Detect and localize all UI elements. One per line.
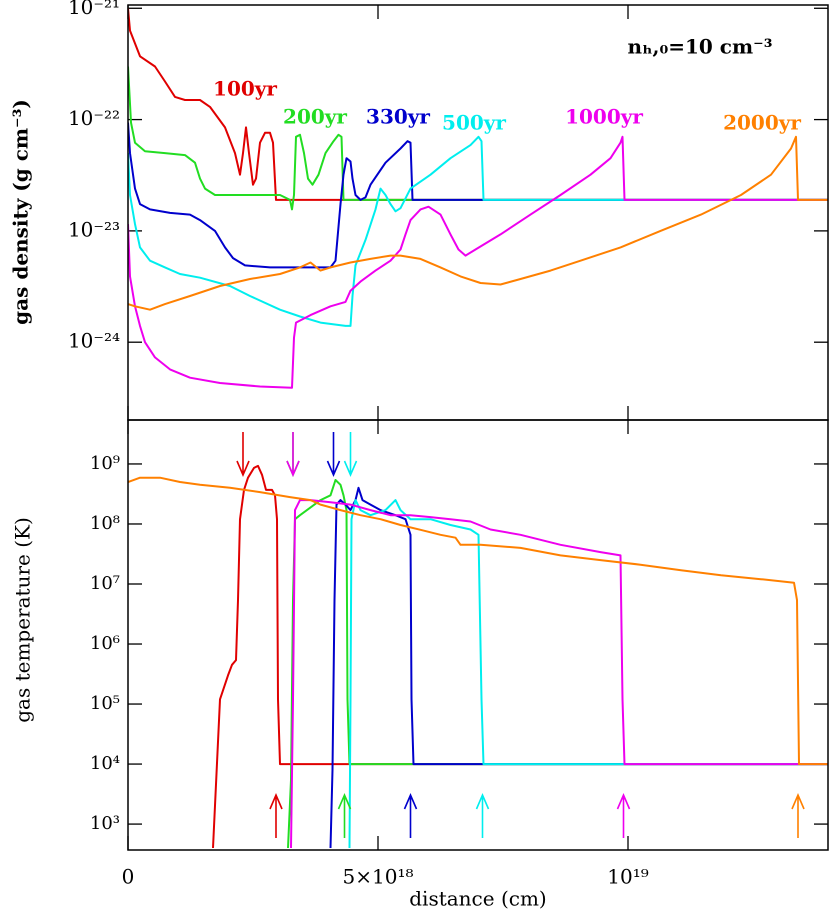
y-tick-label: 10⁶ (90, 633, 120, 654)
y-tick-label: 10⁵ (90, 693, 120, 714)
series-line (329, 486, 828, 849)
y-tick-label: 10⁷ (90, 573, 120, 594)
series-line (128, 476, 828, 766)
arrow (326, 432, 341, 478)
y-axis-label: gas temperature (K) (11, 517, 35, 723)
arrow (269, 792, 283, 838)
arrow (616, 792, 631, 838)
series-line (290, 499, 828, 849)
arrow (337, 792, 352, 838)
panel-frame (127, 419, 829, 851)
y-tick-label: 10⁻²¹ (68, 0, 120, 19)
y-tick-label: 10⁻²³ (68, 217, 120, 241)
legend-label: 100yr (213, 77, 277, 101)
series-line (128, 66, 828, 211)
panel-frame (127, 4, 829, 421)
series-line (287, 479, 828, 849)
arrow (236, 432, 250, 478)
arrow (403, 792, 418, 838)
series-line (128, 135, 828, 327)
arrow (475, 792, 490, 838)
series-line (128, 135, 828, 311)
series-line (212, 464, 828, 849)
plot-area (128, 8, 828, 389)
plot-area (128, 464, 828, 849)
legend-label: 1000yr (565, 105, 643, 129)
y-tick-label: 10⁹ (90, 453, 120, 474)
arrow (343, 432, 358, 478)
x-tick-label: 5×10¹⁸ (343, 865, 414, 889)
legend-label: 500yr (442, 111, 506, 135)
y-tick-label: 10⁻²⁴ (68, 329, 120, 353)
series-line (348, 499, 828, 849)
series-line (128, 122, 828, 269)
series-line (128, 135, 828, 389)
arrow (286, 432, 300, 478)
x-tick-label: 10¹⁹ (607, 865, 648, 889)
x-axis-label: distance (cm) (409, 887, 546, 911)
annotation: nₕ,₀=10 cm⁻³ (628, 35, 773, 59)
series-line (128, 8, 828, 201)
y-axis-label: gas density (g cm⁻³) (9, 99, 33, 325)
legend-label: 2000yr (723, 111, 801, 135)
x-tick-label: 0 (122, 865, 135, 889)
y-tick-label: 10³ (90, 813, 120, 834)
y-tick-label: 10⁻²² (68, 106, 120, 130)
legend-label: 200yr (283, 105, 347, 129)
y-tick-label: 10⁸ (90, 513, 120, 534)
y-tick-label: 10⁴ (90, 753, 120, 774)
legend-label: 330yr (366, 105, 430, 129)
arrow (791, 792, 805, 838)
